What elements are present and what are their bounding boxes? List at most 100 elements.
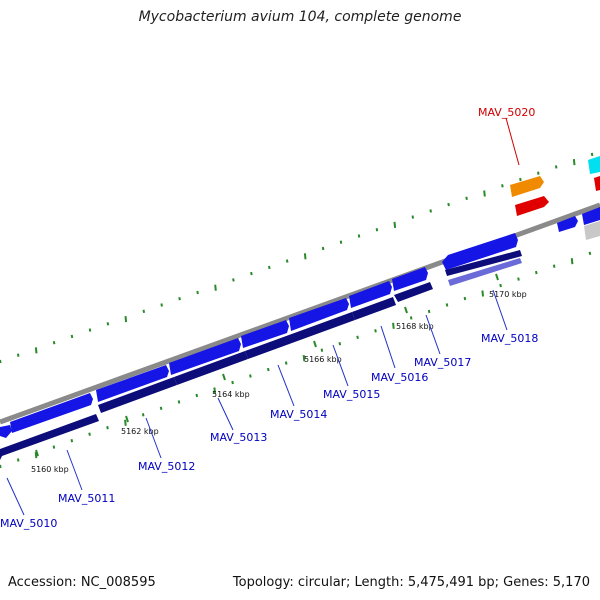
tick-label-5162: 5162 kbp xyxy=(121,427,159,436)
gene-mav-5010-arrow[interactable] xyxy=(0,425,12,438)
gc-dot-upper xyxy=(88,328,92,332)
gc-dot-upper xyxy=(285,259,289,263)
gc-dot-upper xyxy=(232,278,235,282)
cyan-feature[interactable] xyxy=(588,156,600,174)
gc-dot-lower xyxy=(88,432,91,436)
gc-dot-lower xyxy=(302,355,306,362)
gc-dot-lower xyxy=(588,251,592,255)
gene-mav-5012-arrow[interactable] xyxy=(96,365,169,402)
map-title: Mycobacterium avium 104, complete genome xyxy=(138,9,462,25)
gene-right-arrow-2[interactable] xyxy=(582,207,600,225)
gene-right-arrow-1[interactable] xyxy=(557,216,578,232)
gc-dot-tracks xyxy=(0,152,594,469)
gc-dot-upper xyxy=(483,190,486,197)
gene-mav-5014-arrow[interactable] xyxy=(241,320,289,348)
gene-label-mav-5011: MAV_5011 xyxy=(58,492,115,505)
gene-label-mav-5020: MAV_5020 xyxy=(478,106,535,119)
gene-label-mav-5015: MAV_5015 xyxy=(323,388,380,401)
gc-dot-upper xyxy=(501,184,504,188)
gene-mav-5020-arrow[interactable] xyxy=(510,176,544,197)
gene-mav-5012-reverse[interactable] xyxy=(98,377,177,413)
gc-dot-lower xyxy=(141,413,145,417)
gene-label-mav-5010: MAV_5010 xyxy=(0,517,57,530)
gc-dot-upper xyxy=(465,196,468,200)
gc-dot-upper xyxy=(106,322,110,326)
gc-dot-upper xyxy=(393,221,397,228)
gc-dot-upper xyxy=(178,297,181,301)
gc-dot-upper xyxy=(519,177,522,182)
gene-mav-5013-arrow[interactable] xyxy=(169,338,241,375)
gene-mav-5018-other[interactable] xyxy=(448,258,522,286)
gc-dot-upper xyxy=(196,290,199,295)
label-leader-lines xyxy=(6,289,508,516)
gc-dot-upper xyxy=(16,353,20,357)
gene-mav-5011-arrow[interactable] xyxy=(10,393,93,433)
gene-label-mav-5013: MAV_5013 xyxy=(210,431,267,444)
gene-label-mav-5017: MAV_5017 xyxy=(414,356,471,369)
gc-dot-lower xyxy=(535,270,538,275)
gc-dot-upper xyxy=(52,341,56,345)
gc-dot-lower xyxy=(0,464,2,469)
gc-dot-upper xyxy=(34,347,38,354)
gc-dot-lower xyxy=(427,309,431,314)
accession-text: Accession: NC_008595 xyxy=(8,575,156,590)
gc-dot-lower xyxy=(231,380,234,385)
gc-dot-lower xyxy=(267,367,270,372)
gc-dot-upper xyxy=(429,209,432,213)
gc-dot-upper xyxy=(554,165,558,169)
gc-dot-upper xyxy=(250,271,253,276)
gc-dot-upper xyxy=(214,284,217,291)
gc-dot-lower xyxy=(409,316,413,320)
tick-label-5168: 5168 kbp xyxy=(396,322,434,331)
gc-dot-upper xyxy=(303,253,307,260)
gc-dot-lower xyxy=(552,264,556,268)
gc-dot-lower xyxy=(338,342,342,346)
tick-label-5164: 5164 kbp xyxy=(212,390,250,399)
gc-dot-lower xyxy=(374,329,377,333)
highlight-features xyxy=(510,156,600,240)
gc-dot-upper xyxy=(142,309,146,313)
gene-label-mav-5014: MAV_5014 xyxy=(270,408,327,421)
gc-dot-upper xyxy=(447,202,450,207)
gc-dot-lower xyxy=(392,322,395,329)
gc-dot-lower xyxy=(481,290,484,297)
gene-label-mav-5016: MAV_5016 xyxy=(371,371,428,384)
gene-mav-5016-arrow[interactable] xyxy=(349,281,392,308)
gc-dot-lower xyxy=(284,361,288,365)
gc-dot-upper xyxy=(124,316,128,323)
gc-dot-upper xyxy=(357,234,361,238)
gene-mav-5018-reverse[interactable] xyxy=(445,250,522,276)
gc-dot-upper xyxy=(321,246,325,251)
tick-label-5166: 5166 kbp xyxy=(304,355,342,364)
gc-dot-upper xyxy=(411,215,415,219)
label-leader-mav-5020 xyxy=(505,117,520,166)
gene-mav-5016-reverse[interactable] xyxy=(352,297,396,320)
gene-mav-5014-reverse[interactable] xyxy=(245,312,355,359)
red-feature-right[interactable] xyxy=(594,176,600,191)
gc-dot-upper xyxy=(590,152,594,157)
gc-dot-lower xyxy=(499,283,502,288)
gene-mav-5017-arrow[interactable] xyxy=(392,267,428,291)
gene-mav-5010-reverse[interactable] xyxy=(0,414,99,460)
gene-label-mav-5018: MAV_5018 xyxy=(481,332,538,345)
gc-dot-upper xyxy=(70,334,74,339)
gene-mav-5017-reverse[interactable] xyxy=(394,282,433,302)
gc-dot-lower xyxy=(70,439,74,443)
red-feature-arrow[interactable] xyxy=(515,196,549,216)
gene-mav-5015-arrow[interactable] xyxy=(289,298,349,331)
gc-dot-lower xyxy=(463,296,467,301)
gene-mav-5013-reverse[interactable] xyxy=(174,351,248,385)
gc-dot-lower xyxy=(34,452,38,459)
gc-dot-lower xyxy=(249,374,252,378)
gc-dot-lower xyxy=(124,419,127,426)
gene-mav-5018-arrow[interactable] xyxy=(442,233,518,270)
gc-dot-upper xyxy=(572,159,576,166)
gc-dot-upper xyxy=(537,171,540,175)
grey-feature[interactable] xyxy=(584,221,600,240)
genome-summary-text: Topology: circular; Length: 5,475,491 bp… xyxy=(232,575,590,590)
gc-dot-lower xyxy=(445,303,449,307)
gc-dot-lower xyxy=(570,258,574,265)
reverse-gene-track xyxy=(0,250,522,460)
gene-label-mav-5012: MAV_5012 xyxy=(138,460,195,473)
